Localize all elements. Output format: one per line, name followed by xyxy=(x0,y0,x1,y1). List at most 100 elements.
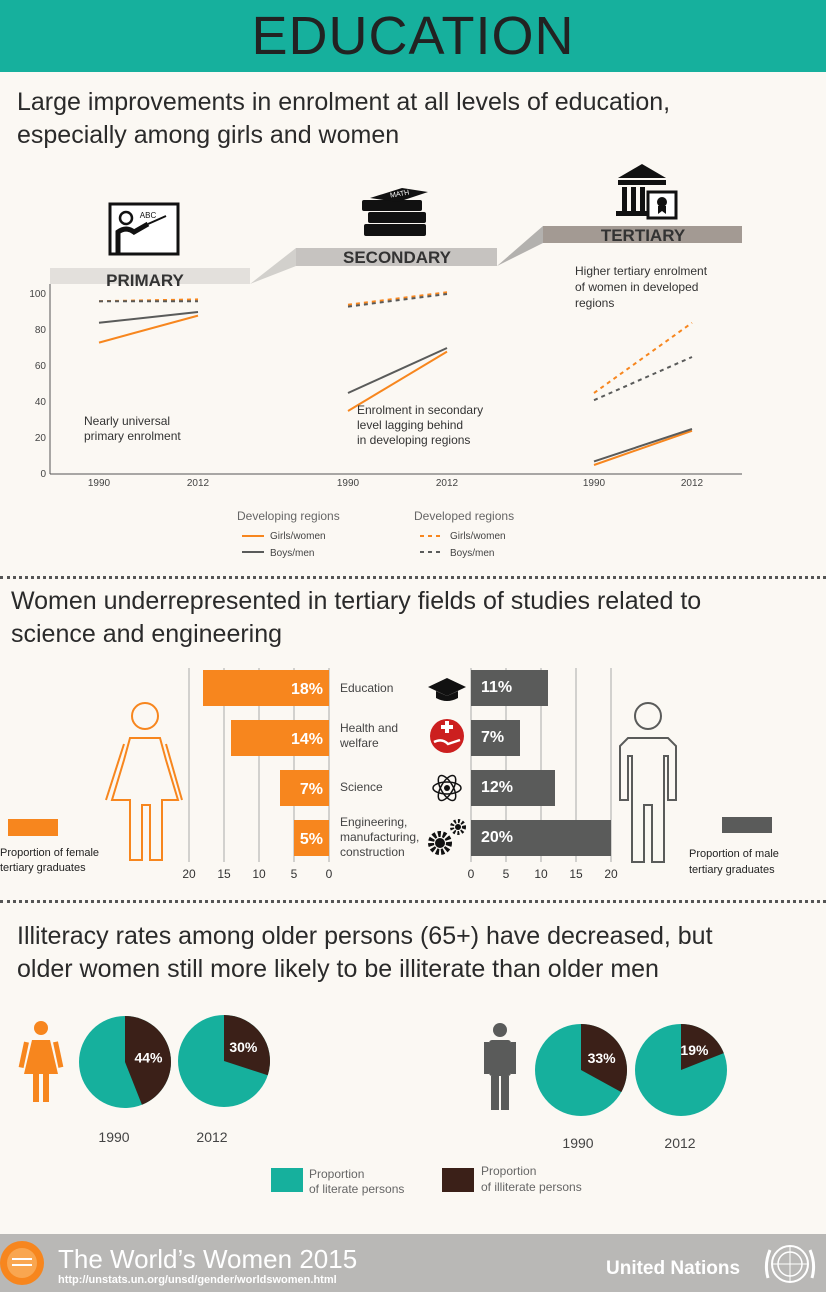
legend-developing: Developing regions xyxy=(237,509,340,523)
illiterate-legend-line2: of illiterate persons xyxy=(481,1180,582,1194)
un-emblem-icon xyxy=(764,1245,816,1283)
literate-legend-line2: of literate persons xyxy=(309,1182,404,1196)
footer xyxy=(0,1234,826,1292)
field-label: Education xyxy=(340,681,393,695)
male-axis-tick: 15 xyxy=(569,867,583,881)
line-tertiary-2 xyxy=(593,321,693,394)
male-bars xyxy=(471,670,611,856)
female-legend-line2: tertiary graduates xyxy=(0,862,86,874)
male-axis-tick: 0 xyxy=(468,867,475,881)
board-text: ABC xyxy=(140,211,157,220)
pie-men-1990-illiterate xyxy=(581,1024,628,1093)
section3-heading-line1: Illiteracy rates among older persons (65… xyxy=(17,922,713,950)
line-tertiary-1 xyxy=(593,428,693,463)
female-bar xyxy=(280,770,329,806)
line-primary-0 xyxy=(98,314,199,344)
section3-heading-line2: older women still more likely to be illi… xyxy=(17,955,659,983)
female-axis-tick: 10 xyxy=(252,867,266,881)
page-title: EDUCATION xyxy=(251,6,575,66)
y-tick: 80 xyxy=(35,325,47,336)
x-tick: 2012 xyxy=(681,478,704,489)
legend-devd-boys: Boys/men xyxy=(450,548,494,559)
x-tick: 2012 xyxy=(436,478,459,489)
footer-url[interactable]: http://unstats.un.org/unsd/gender/worlds… xyxy=(58,1274,337,1286)
year-men-2012: 2012 xyxy=(664,1135,695,1151)
field-label: Science xyxy=(340,780,383,794)
male-bar xyxy=(471,670,548,706)
female-bars xyxy=(203,670,329,856)
section1-heading-line1: Large improvements in enrolment at all l… xyxy=(17,88,671,116)
field-label: welfare xyxy=(339,736,379,750)
male-axis-tick: 20 xyxy=(604,867,618,881)
primary-banner xyxy=(50,268,250,284)
health-icon xyxy=(430,719,464,753)
banner-step-1 xyxy=(250,248,296,284)
pie-label-men-1990: 33% xyxy=(588,1050,617,1066)
x-tick: 1990 xyxy=(583,478,606,489)
male-bar xyxy=(471,770,555,806)
note-secondary-2: level lagging behind xyxy=(357,418,463,432)
fields-chart: 18% 14% 7% 5% 11% 7% 12% 20% Education Health a… xyxy=(0,668,779,881)
x-tick: 1990 xyxy=(88,478,111,489)
legend-dev-girls: Girls/women xyxy=(270,531,326,542)
male-legend-line2: tertiary graduates xyxy=(689,864,775,876)
male-figure-icon xyxy=(619,702,677,863)
legend-developed: Developed regions xyxy=(414,509,514,523)
male-legend-line1: Proportion of male xyxy=(689,848,779,860)
woman-icon xyxy=(18,1021,64,1102)
y-tick: 20 xyxy=(35,433,47,444)
male-axis-tick: 10 xyxy=(534,867,548,881)
line-tertiary-0 xyxy=(593,429,693,466)
note-tertiary-2: of women in developed xyxy=(575,280,698,294)
graduation-cap-icon xyxy=(428,678,466,701)
male-bar-label: 12% xyxy=(481,779,513,796)
tertiary-banner xyxy=(543,226,742,243)
pie-men-2012-illiterate xyxy=(681,1024,724,1070)
year-women-1990: 1990 xyxy=(98,1129,129,1145)
level-primary: PRIMARY xyxy=(106,271,184,290)
divider-2 xyxy=(0,900,826,903)
line-tertiary-3 xyxy=(593,356,693,402)
female-bar xyxy=(294,820,329,856)
footer-title: The World’s Women 2015 xyxy=(58,1244,358,1274)
level-secondary: SECONDARY xyxy=(343,248,452,267)
y-tick: 60 xyxy=(35,361,47,372)
section2-heading-line1: Women underrepresented in tertiary field… xyxy=(11,587,702,615)
male-bar-label: 20% xyxy=(481,829,513,846)
book-label: MATH xyxy=(390,189,410,199)
line-secondary-0 xyxy=(347,350,448,412)
male-bar-label: 7% xyxy=(481,729,504,746)
male-bar-label: 11% xyxy=(481,679,512,696)
note-tertiary-3: regions xyxy=(575,296,614,310)
female-bar xyxy=(231,720,329,756)
worlds-women-logo-icon xyxy=(0,1241,44,1285)
pie-labels: 44% 30% 33% 19% xyxy=(134,1039,709,1066)
female-bar xyxy=(203,670,329,706)
line-secondary-2 xyxy=(347,291,448,306)
pie-women-1990-illiterate xyxy=(125,1016,171,1105)
section2-heading: Women underrepresented in tertiary field… xyxy=(11,585,701,651)
footer-org: United Nations xyxy=(606,1258,741,1279)
legend-devd-girls: Girls/women xyxy=(450,531,506,542)
pie-label-women-1990: 44% xyxy=(134,1050,163,1066)
pie-women-2012-illiterate xyxy=(224,1015,270,1076)
female-legend-line1: Proportion of female xyxy=(0,847,99,859)
x-tick: 2012 xyxy=(187,478,210,489)
enrolment-chart: PRIMARY SECONDARY TERTIARY ABC MATH 100 8… xyxy=(29,164,742,559)
enrolment-lines xyxy=(98,291,693,466)
male-bar-labels: 11% 7% 12% 20% xyxy=(481,679,513,846)
female-bar-label: 18% xyxy=(291,681,323,698)
note-secondary-1: Enrolment in secondary xyxy=(357,403,483,417)
y-tick: 40 xyxy=(35,397,47,408)
y-tick: 100 xyxy=(29,289,46,300)
university-icon xyxy=(616,164,678,220)
female-bar-label: 14% xyxy=(291,731,323,748)
field-label: Health and xyxy=(340,721,398,735)
legend-dev-boys: Boys/men xyxy=(270,548,314,559)
female-legend-swatch xyxy=(8,819,58,836)
field-label: manufacturing, xyxy=(340,830,419,844)
male-axis-tick: 5 xyxy=(503,867,510,881)
female-bar-label: 7% xyxy=(300,781,323,798)
illiterate-legend-line1: Proportion xyxy=(481,1164,536,1178)
books-icon: MATH xyxy=(362,188,428,236)
